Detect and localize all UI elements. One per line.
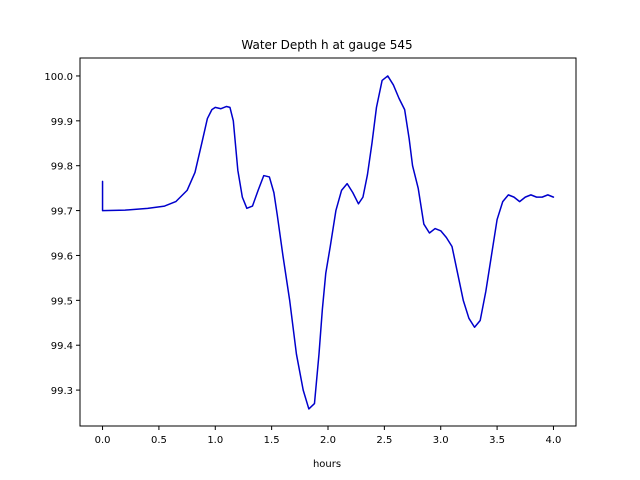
y-tick-label: 99.8: [51, 162, 73, 173]
y-tick-label: 99.6: [51, 251, 73, 262]
x-tick-label: 0.5: [151, 435, 167, 446]
y-tick-label: 99.7: [51, 207, 73, 218]
y-tick-label: 99.4: [51, 341, 73, 352]
x-axis: 0.0 0.5 1.0 1.5 2.0 2.5 3.0 3.5 4.0: [95, 426, 562, 446]
x-axis-label: hours: [313, 459, 341, 470]
x-tick-label: 2.0: [320, 435, 336, 446]
chart-title: Water Depth h at gauge 545: [241, 38, 412, 52]
y-axis: 99.3 99.4 99.5 99.6 99.7 99.8 99.9 100.0: [44, 72, 80, 397]
y-tick-label: 99.9: [51, 117, 73, 128]
x-tick-label: 3.5: [489, 435, 505, 446]
x-tick-label: 3.0: [433, 435, 449, 446]
series-line-0: [101, 75, 555, 410]
y-tick-label: 99.5: [51, 296, 73, 307]
x-tick-label: 0.0: [95, 435, 111, 446]
y-tick-label: 99.3: [51, 386, 73, 397]
x-tick-label: 1.5: [264, 435, 280, 446]
y-tick-label: 100.0: [44, 72, 73, 83]
x-tick-label: 4.0: [546, 435, 562, 446]
x-tick-label: 1.0: [207, 435, 223, 446]
x-tick-label: 2.5: [376, 435, 392, 446]
